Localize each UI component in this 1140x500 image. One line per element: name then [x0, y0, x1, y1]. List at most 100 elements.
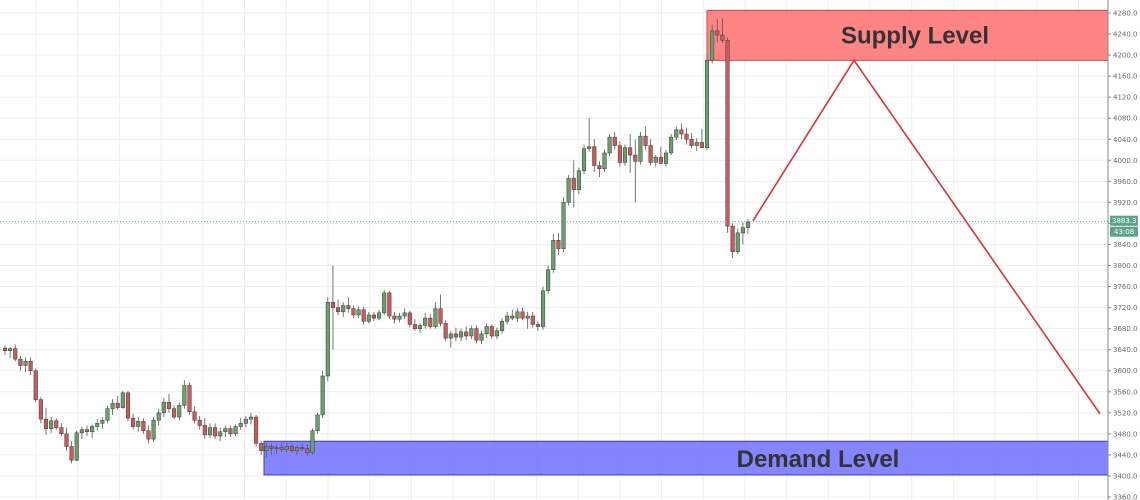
candle	[110, 399, 115, 415]
candle-body	[120, 392, 125, 408]
candle-body	[336, 307, 341, 313]
candle	[120, 390, 125, 409]
y-tick-label: 3720.0	[1113, 304, 1138, 312]
candle	[166, 393, 172, 413]
y-tick-label: 3840.0	[1113, 241, 1138, 249]
candle	[489, 324, 494, 340]
candle	[218, 427, 223, 442]
candle-body	[474, 328, 479, 341]
candle-body	[648, 145, 653, 163]
candle-body	[177, 405, 182, 418]
candle	[704, 55, 710, 150]
candle-body	[315, 414, 320, 431]
candle	[177, 402, 182, 421]
candle-body	[146, 430, 151, 440]
candle-body	[745, 221, 751, 228]
candle	[392, 311, 397, 324]
y-tick-label: 3680.0	[1113, 325, 1138, 333]
candle-body	[90, 426, 95, 433]
candle	[13, 344, 18, 362]
candle	[407, 310, 412, 328]
candle-body	[289, 446, 294, 451]
overlay: Supply Level Demand Level	[0, 22, 1108, 473]
candle	[366, 311, 371, 324]
y-tick-label: 3960.0	[1113, 178, 1138, 186]
candle	[356, 306, 361, 319]
candle-body	[546, 269, 551, 292]
candle-body	[310, 430, 315, 454]
candle-body	[141, 420, 146, 431]
candle-body	[699, 142, 704, 148]
candle	[274, 444, 279, 454]
candle	[8, 347, 13, 359]
candle-body	[499, 321, 505, 332]
candle-body	[23, 361, 28, 366]
candle-body	[100, 419, 105, 424]
candle-body	[156, 412, 161, 421]
candle-body	[684, 133, 689, 140]
candle	[663, 149, 669, 167]
candle-body	[341, 305, 346, 313]
candle-body	[530, 315, 535, 325]
candle-body	[571, 177, 576, 191]
candle	[484, 323, 489, 339]
candle	[423, 312, 428, 329]
candle	[479, 330, 484, 345]
candle-body	[197, 419, 202, 426]
y-tick-label: 4280.0	[1113, 10, 1138, 18]
candle-body	[453, 333, 458, 338]
candle-body	[243, 418, 248, 424]
candle	[397, 312, 402, 323]
candle	[361, 306, 366, 325]
candle-body	[105, 408, 110, 421]
candle-body	[274, 447, 279, 449]
candle	[315, 412, 320, 434]
candle	[540, 286, 546, 330]
candle	[566, 175, 571, 206]
demand-zone	[263, 440, 1109, 476]
candle-body	[387, 292, 392, 317]
candle-body	[2, 347, 8, 351]
candle	[151, 417, 156, 443]
candle-body	[125, 392, 131, 419]
candle-body	[8, 348, 13, 351]
candle-body	[305, 448, 310, 454]
y-tick-label: 4080.0	[1113, 115, 1138, 123]
candle-body	[464, 331, 469, 337]
candle-body	[602, 152, 607, 169]
y-tick-label: 3760.0	[1113, 283, 1138, 291]
candle-body	[207, 427, 213, 436]
candle	[18, 356, 23, 371]
candle	[474, 325, 479, 344]
candle	[346, 297, 351, 313]
candle	[136, 417, 141, 432]
candle-body	[187, 385, 192, 413]
candle	[156, 408, 161, 426]
candle	[141, 418, 146, 434]
candle	[69, 441, 74, 464]
candle	[95, 419, 100, 431]
candle-body	[402, 312, 407, 317]
candle	[377, 309, 382, 321]
candle-body	[49, 420, 54, 429]
candle-body	[161, 402, 166, 414]
candle	[612, 131, 617, 150]
candle	[269, 443, 274, 455]
y-tick-label: 3400.0	[1113, 472, 1138, 480]
candle-body	[248, 416, 254, 420]
candle	[243, 415, 248, 428]
candle	[387, 290, 392, 320]
candle-body	[653, 156, 658, 163]
candle-body	[95, 423, 100, 427]
candle-body	[382, 292, 387, 314]
candle	[233, 424, 238, 436]
candle-body	[418, 325, 423, 329]
y-tick-label: 3520.0	[1113, 409, 1138, 417]
candle	[464, 326, 469, 341]
candle-body	[320, 375, 325, 416]
candle	[551, 233, 556, 273]
candle	[674, 126, 679, 141]
candle	[49, 417, 54, 433]
candle-body	[469, 328, 474, 337]
